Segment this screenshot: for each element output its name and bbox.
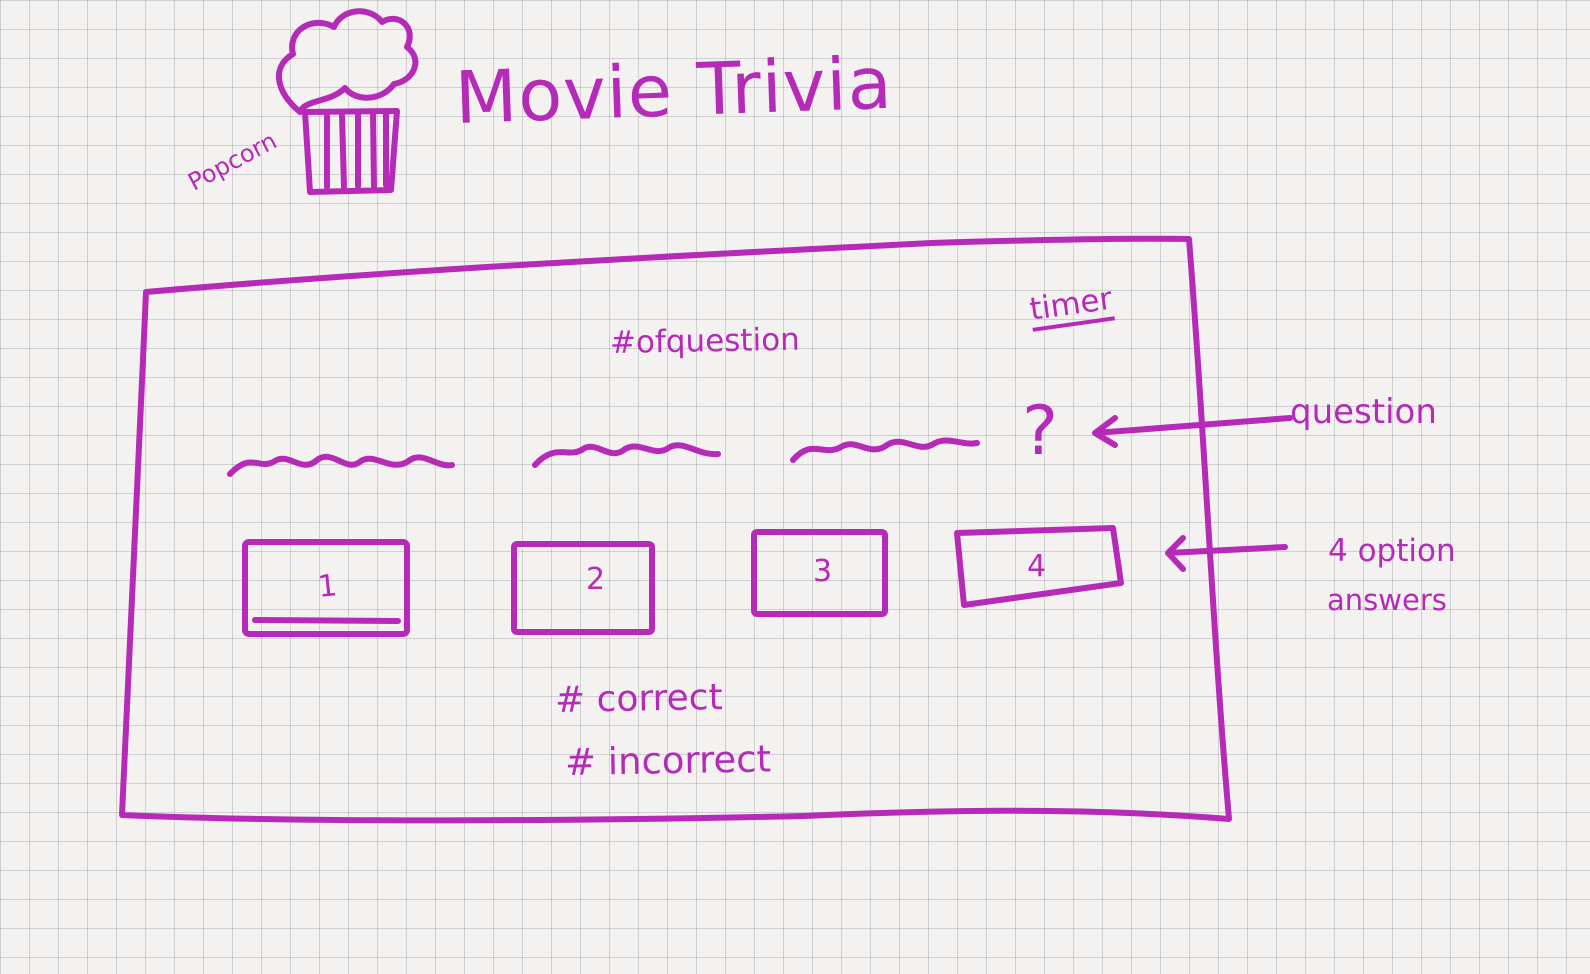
answer-option-4-label[interactable]: 4	[1027, 549, 1047, 584]
answer-option-2-label[interactable]: 2	[586, 562, 606, 597]
incorrect-count-label: # incorrect	[564, 737, 772, 784]
options-annotation-line-1: 4 option	[1328, 533, 1456, 569]
question-scribble-3	[790, 437, 980, 463]
option-1-box	[242, 539, 410, 637]
answer-option-1-label[interactable]: 1	[316, 568, 339, 605]
question-count-label: #ofquestion	[609, 321, 801, 361]
question-scribble-1	[227, 453, 455, 477]
answer-option-3-label[interactable]: 3	[813, 554, 833, 589]
option-3-box	[751, 529, 888, 617]
app-title: Movie Trivia	[453, 40, 894, 140]
question-mark: ?	[1022, 392, 1059, 471]
option-2-box	[511, 541, 655, 635]
question-scribble-2	[532, 442, 721, 468]
option-1-inner-line	[252, 617, 401, 624]
popcorn-bucket-icon	[276, 8, 419, 195]
quiz-panel-frame	[119, 235, 1232, 824]
correct-count-label: # correct	[554, 677, 723, 721]
option-4-box	[954, 525, 1124, 608]
options-pointer-arrow	[1165, 535, 1288, 572]
question-annotation: question	[1290, 392, 1437, 432]
options-annotation-line-2: answers	[1327, 583, 1447, 617]
question-pointer-arrow	[1092, 415, 1293, 448]
